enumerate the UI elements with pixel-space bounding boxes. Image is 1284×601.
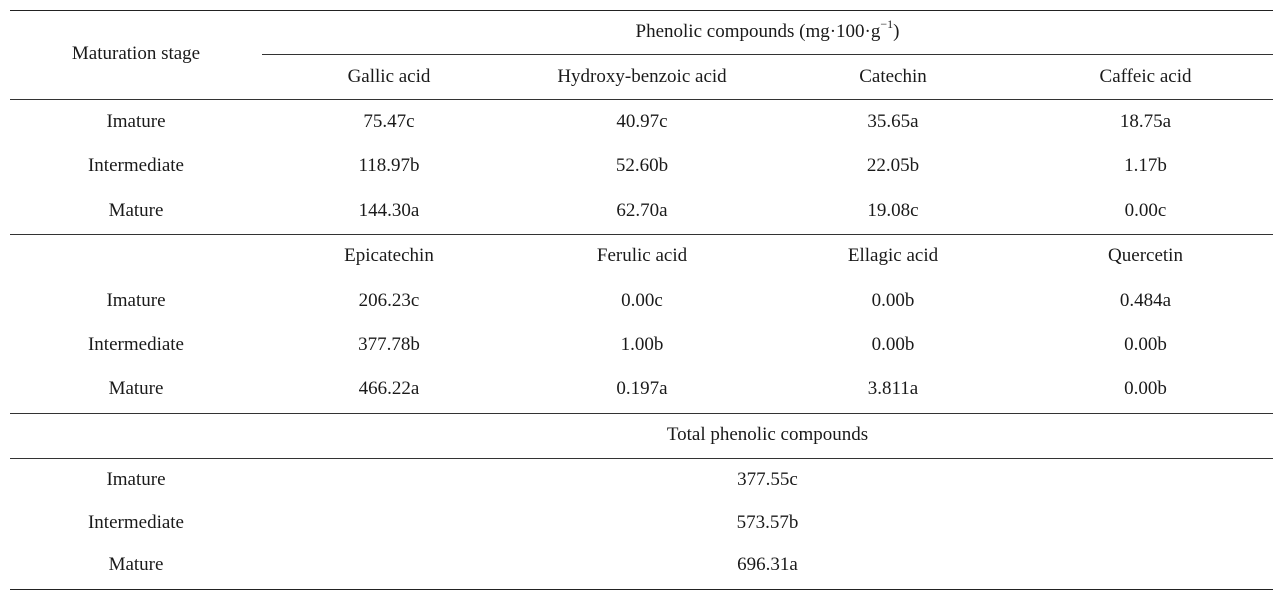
table-top-rule — [10, 10, 1273, 11]
column-header: Ferulic acid — [596, 245, 688, 266]
row-stage-label: Imature — [106, 111, 166, 132]
table-cell: 1.00b — [620, 334, 664, 355]
block3-title-rule — [10, 458, 1273, 459]
table-cell: 0.484a — [1119, 290, 1172, 311]
table-cell: 0.00c — [621, 290, 663, 311]
column-header: Caffeic acid — [1099, 66, 1192, 87]
table-cell: 118.97b — [358, 155, 420, 176]
row-stage-label: Intermediate — [87, 334, 184, 355]
header-bottom-rule — [10, 99, 1273, 100]
total-value-cell: 696.31a — [737, 554, 798, 575]
block2-bottom-rule — [10, 413, 1273, 414]
group-title-exponent: −1 — [880, 16, 894, 31]
table-cell: 19.08c — [867, 200, 919, 221]
table-cell: 22.05b — [866, 155, 920, 176]
table-cell: 3.811a — [867, 378, 919, 399]
row-stage-label: Imature — [106, 290, 166, 311]
column-header: Quercetin — [1108, 245, 1183, 266]
row-stage-label: Intermediate — [87, 155, 184, 176]
table-cell: 0.00c — [1124, 200, 1167, 221]
table-cell: 1.17b — [1124, 155, 1167, 176]
table-cell: 0.00b — [871, 290, 915, 311]
total-phenolic-header: Total phenolic compounds — [666, 424, 869, 445]
table-cell: 0.00b — [1124, 334, 1167, 355]
row-stage-label: Intermediate — [87, 512, 184, 533]
table-cell: 466.22a — [358, 378, 420, 399]
table-cell: 35.65a — [867, 111, 919, 132]
table-cell: 62.70a — [616, 200, 668, 221]
table-cell: 144.30a — [358, 200, 420, 221]
column-header: Hydroxy-benzoic acid — [557, 66, 727, 87]
table-cell: 40.97c — [616, 111, 668, 132]
column-header: Epicatechin — [344, 245, 434, 266]
group-title-text: Phenolic compounds (mg·100·g — [635, 21, 881, 42]
table-bottom-rule — [10, 589, 1273, 590]
column-header: Gallic acid — [347, 66, 431, 87]
total-value-cell: 573.57b — [736, 512, 799, 533]
table-cell: 206.23c — [358, 290, 420, 311]
table-cell: 0.197a — [616, 378, 668, 399]
table-cell: 75.47c — [363, 111, 415, 132]
table-cell: 0.00b — [871, 334, 915, 355]
row-stage-label: Mature — [108, 200, 164, 221]
table-cell: 52.60b — [615, 155, 669, 176]
row-stage-label: Imature — [106, 469, 166, 490]
block1-bottom-rule — [10, 234, 1273, 235]
row-stage-label: Mature — [108, 554, 164, 575]
table-cell: 18.75a — [1119, 111, 1172, 132]
column-header: Ellagic acid — [847, 245, 939, 266]
total-value-cell: 377.55c — [737, 469, 798, 490]
table-cell: 377.78b — [358, 334, 420, 355]
header-sub-rule — [262, 54, 1273, 55]
stage-column-header: Maturation stage — [71, 43, 201, 64]
phenolic-group-header: Phenolic compounds (mg·100·g−1) — [262, 18, 1273, 43]
table-cell: 0.00b — [1124, 378, 1167, 399]
group-title-close: ) — [893, 21, 900, 42]
column-header: Catechin — [859, 66, 927, 87]
row-stage-label: Mature — [108, 378, 164, 399]
